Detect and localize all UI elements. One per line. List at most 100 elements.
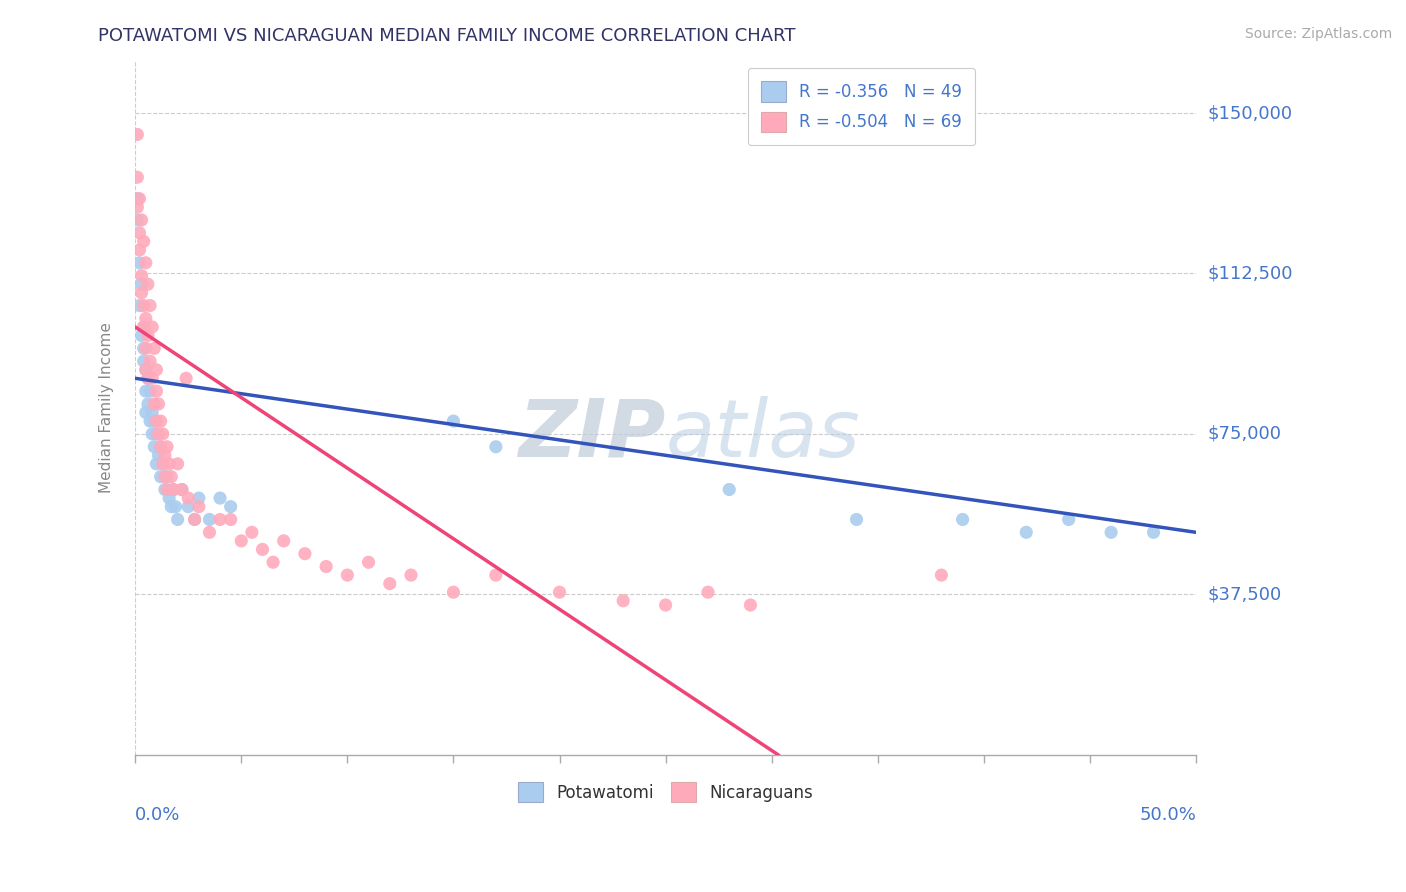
- Point: [166, 512, 188, 526]
- Point: [152, 457, 174, 471]
- Point: [162, 483, 184, 497]
- Point: [135, 311, 157, 326]
- Point: [198, 525, 221, 540]
- Text: 50.0%: 50.0%: [1139, 806, 1197, 824]
- Point: [177, 500, 200, 514]
- Point: [845, 512, 868, 526]
- Point: [139, 299, 162, 313]
- Point: [153, 448, 176, 462]
- Point: [153, 483, 176, 497]
- Point: [219, 512, 242, 526]
- Point: [252, 542, 274, 557]
- Point: [135, 405, 157, 419]
- Point: [160, 500, 183, 514]
- Point: [136, 328, 159, 343]
- Point: [135, 363, 157, 377]
- Point: [149, 469, 172, 483]
- Y-axis label: Median Family Income: Median Family Income: [100, 322, 114, 492]
- Point: [127, 200, 149, 214]
- Point: [170, 483, 193, 497]
- Point: [149, 440, 172, 454]
- Point: [294, 547, 316, 561]
- Point: [127, 170, 149, 185]
- Point: [152, 426, 174, 441]
- Point: [209, 491, 232, 505]
- Point: [132, 320, 155, 334]
- Text: $112,500: $112,500: [1208, 265, 1292, 283]
- Point: [131, 285, 153, 300]
- Point: [548, 585, 571, 599]
- Point: [139, 414, 162, 428]
- Point: [187, 491, 209, 505]
- Point: [148, 448, 170, 462]
- Point: [145, 384, 167, 398]
- Point: [152, 457, 174, 471]
- Point: [127, 213, 149, 227]
- Point: [127, 128, 149, 142]
- Point: [170, 483, 193, 497]
- Point: [136, 397, 159, 411]
- Point: [1015, 525, 1038, 540]
- Point: [165, 500, 187, 514]
- Point: [219, 500, 242, 514]
- Point: [157, 491, 180, 505]
- Point: [485, 440, 508, 454]
- Point: [740, 598, 762, 612]
- Point: [132, 299, 155, 313]
- Text: $150,000: $150,000: [1208, 104, 1292, 122]
- Point: [183, 512, 205, 526]
- Point: [315, 559, 337, 574]
- Point: [441, 585, 464, 599]
- Point: [143, 397, 166, 411]
- Point: [240, 525, 263, 540]
- Point: [132, 354, 155, 368]
- Point: [166, 457, 188, 471]
- Point: [160, 469, 183, 483]
- Point: [697, 585, 720, 599]
- Point: [1142, 525, 1164, 540]
- Point: [131, 328, 153, 343]
- Point: [145, 426, 167, 441]
- Point: [336, 568, 359, 582]
- Point: [145, 457, 167, 471]
- Point: [135, 342, 157, 356]
- Point: [143, 342, 166, 356]
- Point: [128, 256, 150, 270]
- Point: [273, 533, 295, 548]
- Point: [136, 371, 159, 385]
- Point: [378, 576, 401, 591]
- Point: [135, 363, 157, 377]
- Point: [612, 593, 634, 607]
- Point: [131, 277, 153, 292]
- Legend: Potawatomi, Nicaraguans: Potawatomi, Nicaraguans: [512, 775, 820, 809]
- Point: [131, 213, 153, 227]
- Text: POTAWATOMI VS NICARAGUAN MEDIAN FAMILY INCOME CORRELATION CHART: POTAWATOMI VS NICARAGUAN MEDIAN FAMILY I…: [98, 27, 796, 45]
- Text: Source: ZipAtlas.com: Source: ZipAtlas.com: [1244, 27, 1392, 41]
- Point: [1099, 525, 1122, 540]
- Point: [145, 414, 167, 428]
- Point: [153, 469, 176, 483]
- Point: [128, 226, 150, 240]
- Point: [128, 243, 150, 257]
- Point: [262, 555, 284, 569]
- Text: atlas: atlas: [665, 396, 860, 474]
- Point: [231, 533, 253, 548]
- Point: [931, 568, 953, 582]
- Point: [149, 414, 172, 428]
- Point: [139, 384, 162, 398]
- Point: [177, 491, 200, 505]
- Point: [131, 268, 153, 283]
- Point: [139, 354, 162, 368]
- Point: [198, 512, 221, 526]
- Point: [156, 469, 179, 483]
- Point: [174, 371, 197, 385]
- Point: [162, 483, 184, 497]
- Point: [156, 483, 179, 497]
- Point: [148, 397, 170, 411]
- Point: [187, 500, 209, 514]
- Point: [132, 235, 155, 249]
- Point: [136, 371, 159, 385]
- Point: [1057, 512, 1080, 526]
- Point: [135, 384, 157, 398]
- Text: 0.0%: 0.0%: [135, 806, 180, 824]
